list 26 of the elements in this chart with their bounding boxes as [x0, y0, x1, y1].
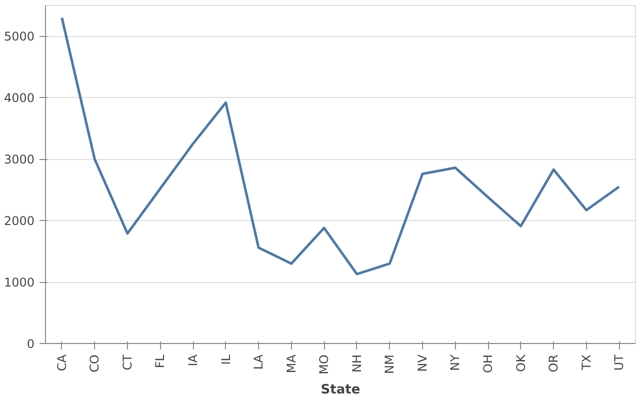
y-tick-label: 1000	[4, 276, 35, 290]
x-tick-label: TX	[579, 354, 594, 372]
x-tick-label: OK	[514, 353, 528, 372]
x-tick-label: MA	[284, 354, 298, 374]
x-tick-label: NH	[350, 354, 364, 372]
y-tick-label: 3000	[4, 152, 35, 167]
x-tick-label: FL	[153, 354, 168, 368]
x-tick-label: OH	[481, 354, 495, 373]
y-tick-label: 2000	[4, 214, 35, 228]
x-tick-label: CA	[54, 354, 69, 372]
x-tick-label: UT	[612, 354, 626, 371]
x-tick-label: MO	[317, 354, 332, 374]
x-axis-title: State	[320, 382, 360, 398]
y-tick-label: 5000	[4, 30, 35, 44]
line-series	[60, 16, 620, 276]
x-tick-label: NM	[382, 354, 397, 374]
x-tick-label: NY	[448, 354, 462, 371]
x-tick-label: CO	[88, 354, 102, 372]
x-tick-label: LA	[252, 354, 266, 370]
x-tick-label: CT	[120, 354, 134, 370]
y-tick-label: 4000	[4, 91, 35, 106]
x-tick-label: IL	[218, 354, 233, 365]
y-tick-label: 0	[26, 337, 35, 351]
x-tick-label: OR	[546, 354, 561, 372]
x-tick-label: NV	[415, 354, 430, 372]
x-tick-label: IA	[186, 354, 200, 366]
